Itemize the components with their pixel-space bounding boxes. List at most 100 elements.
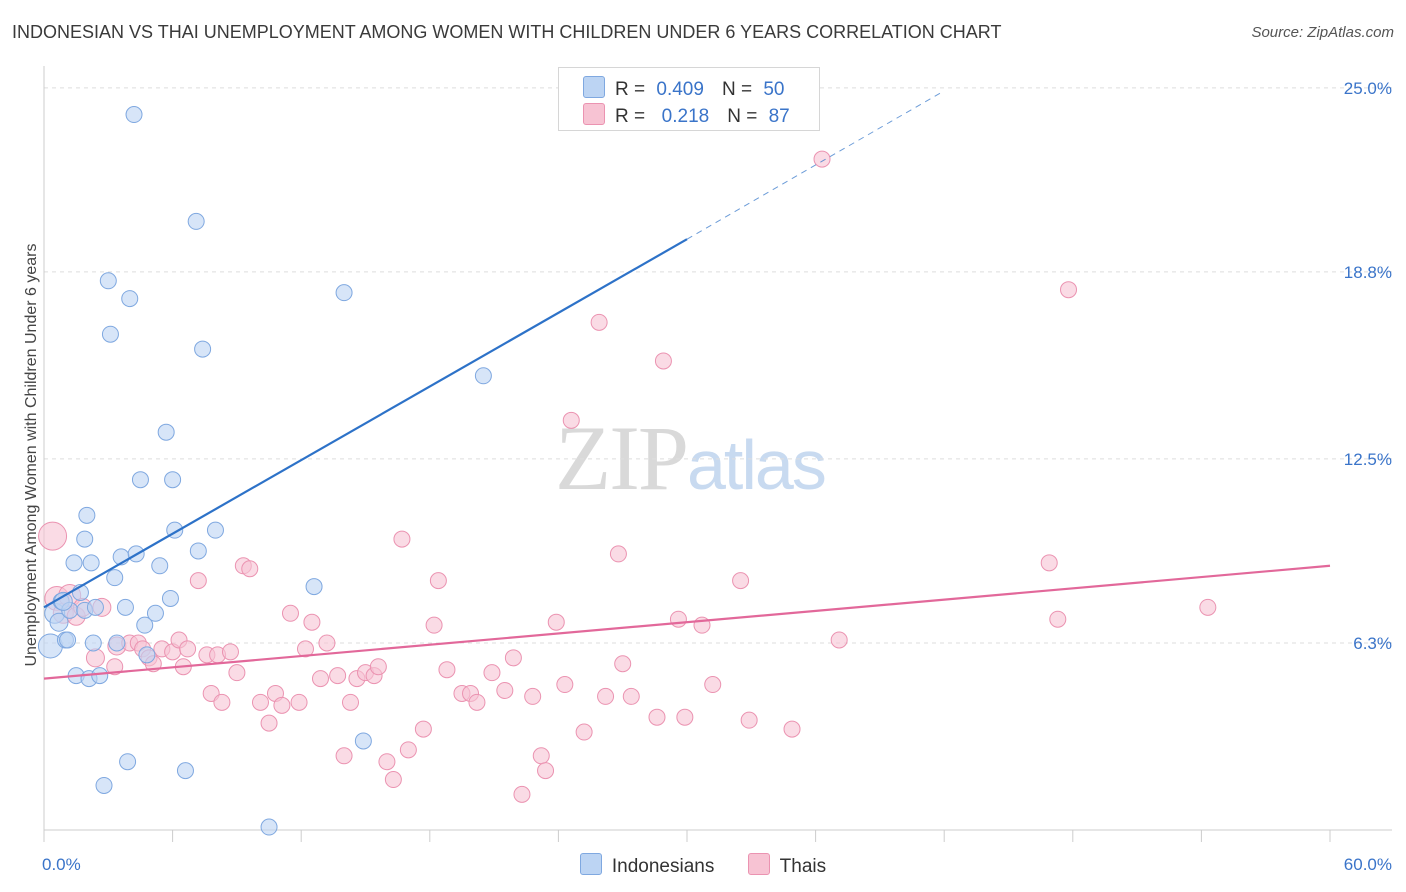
indonesian-point <box>91 667 109 685</box>
indonesian-point <box>101 325 119 343</box>
thai-point <box>399 741 417 759</box>
indonesian-point <box>65 554 83 572</box>
thai-point <box>318 634 336 652</box>
thai-point <box>740 711 758 729</box>
thai-point <box>468 693 486 711</box>
indonesian-point <box>138 646 156 664</box>
series-legend: Indonesians Thais <box>0 853 1406 878</box>
indonesian-point <box>84 634 102 652</box>
indonesian-point <box>121 290 139 308</box>
indonesian-point <box>78 506 96 524</box>
thai-point <box>106 658 124 676</box>
thai-point <box>1199 598 1217 616</box>
thai-point <box>311 670 329 688</box>
thai-point <box>241 560 259 578</box>
indonesian-point <box>335 284 353 302</box>
thai-point <box>614 655 632 673</box>
thai-point <box>532 747 550 765</box>
legend-label-thais: Thais <box>779 856 827 877</box>
thai-point <box>303 613 321 631</box>
thai-point <box>537 762 555 780</box>
thai-point <box>273 696 291 714</box>
indonesian-point <box>176 762 194 780</box>
thai-point <box>1040 554 1058 572</box>
y-axis-label: Unemployment Among Women with Children U… <box>23 243 40 667</box>
thai-point <box>556 676 574 694</box>
thai-point <box>504 649 522 667</box>
thai-point <box>830 631 848 649</box>
indonesian-trend-line <box>43 238 688 609</box>
x-tick-label: 60.0% <box>1344 855 1392 874</box>
source-label: Source: ZipAtlas.com <box>1251 24 1394 41</box>
thai-point <box>425 616 443 634</box>
y-tick-label: 25.0% <box>1344 79 1392 98</box>
indonesian-point <box>189 542 207 560</box>
legend-n-value: 87 <box>768 106 790 127</box>
indonesian-point <box>354 732 372 750</box>
indonesian-point <box>59 631 77 649</box>
legend-r-label: R = <box>615 79 646 100</box>
y-tick-label: 12.5% <box>1344 450 1392 469</box>
indonesian-point <box>99 272 117 290</box>
indonesian-point <box>125 106 143 124</box>
indonesian-point <box>131 471 149 489</box>
indonesian-point <box>86 598 104 616</box>
indonesian-point <box>108 634 126 652</box>
legend-row-thais: R = 0.218 N = 87 <box>583 103 790 128</box>
legend-item-indonesians: Indonesians <box>579 853 715 878</box>
thai-point <box>496 681 514 699</box>
indonesian-point <box>49 612 69 632</box>
thai-point <box>369 658 387 676</box>
indonesian-point <box>305 578 323 596</box>
thai-point <box>251 693 269 711</box>
indonesian-point <box>187 212 205 230</box>
indonesian-point <box>95 776 113 794</box>
legend-row-indonesians: R = 0.409 N = 50 <box>583 76 784 101</box>
thai-point <box>654 352 672 370</box>
thai-trend-line <box>43 564 1331 680</box>
legend-r-value: 0.218 <box>661 106 710 127</box>
thai-point <box>547 613 565 631</box>
indonesian-point <box>136 616 154 634</box>
thai-point <box>179 640 197 658</box>
indonesian-point <box>474 367 492 385</box>
indonesian-point <box>206 521 224 539</box>
thai-point <box>813 150 831 168</box>
legend-swatch-indonesians <box>583 76 605 98</box>
thai-point <box>597 687 615 705</box>
thai-point <box>783 720 801 738</box>
thai-point <box>609 545 627 563</box>
legend-swatch-thais <box>583 103 605 125</box>
watermark-atlas: atlas <box>687 426 827 504</box>
indonesian-point <box>116 598 134 616</box>
thai-point <box>676 708 694 726</box>
thai-point <box>1060 281 1078 299</box>
indonesian-point <box>164 471 182 489</box>
thai-point <box>483 664 501 682</box>
chart-title: INDONESIAN VS THAI UNEMPLOYMENT AMONG WO… <box>12 22 1002 42</box>
indonesian-trend-extension <box>686 90 945 240</box>
thai-point <box>384 771 402 789</box>
y-tick-label: 6.3% <box>1353 634 1392 653</box>
indonesian-point <box>119 753 137 771</box>
indonesian-point <box>151 557 169 575</box>
legend-item-thais: Thais <box>747 853 827 878</box>
thai-point <box>513 785 531 803</box>
thai-point <box>228 664 246 682</box>
thai-point <box>341 693 359 711</box>
thai-point <box>1049 610 1067 628</box>
y-tick-label: 18.8% <box>1344 263 1392 282</box>
legend-swatch-indonesians <box>579 853 602 875</box>
thai-point <box>335 747 353 765</box>
correlation-legend: R = 0.409 N = 50 R = 0.218 N = 87 <box>558 67 820 131</box>
legend-label-indonesians: Indonesians <box>611 856 715 877</box>
thai-point <box>213 693 231 711</box>
thai-point <box>281 604 299 622</box>
indonesian-point <box>82 554 100 572</box>
thai-point <box>438 661 456 679</box>
thai-point <box>329 667 347 685</box>
thai-point <box>393 530 411 548</box>
legend-r-label: R = <box>615 106 646 127</box>
thai-point <box>562 411 580 429</box>
